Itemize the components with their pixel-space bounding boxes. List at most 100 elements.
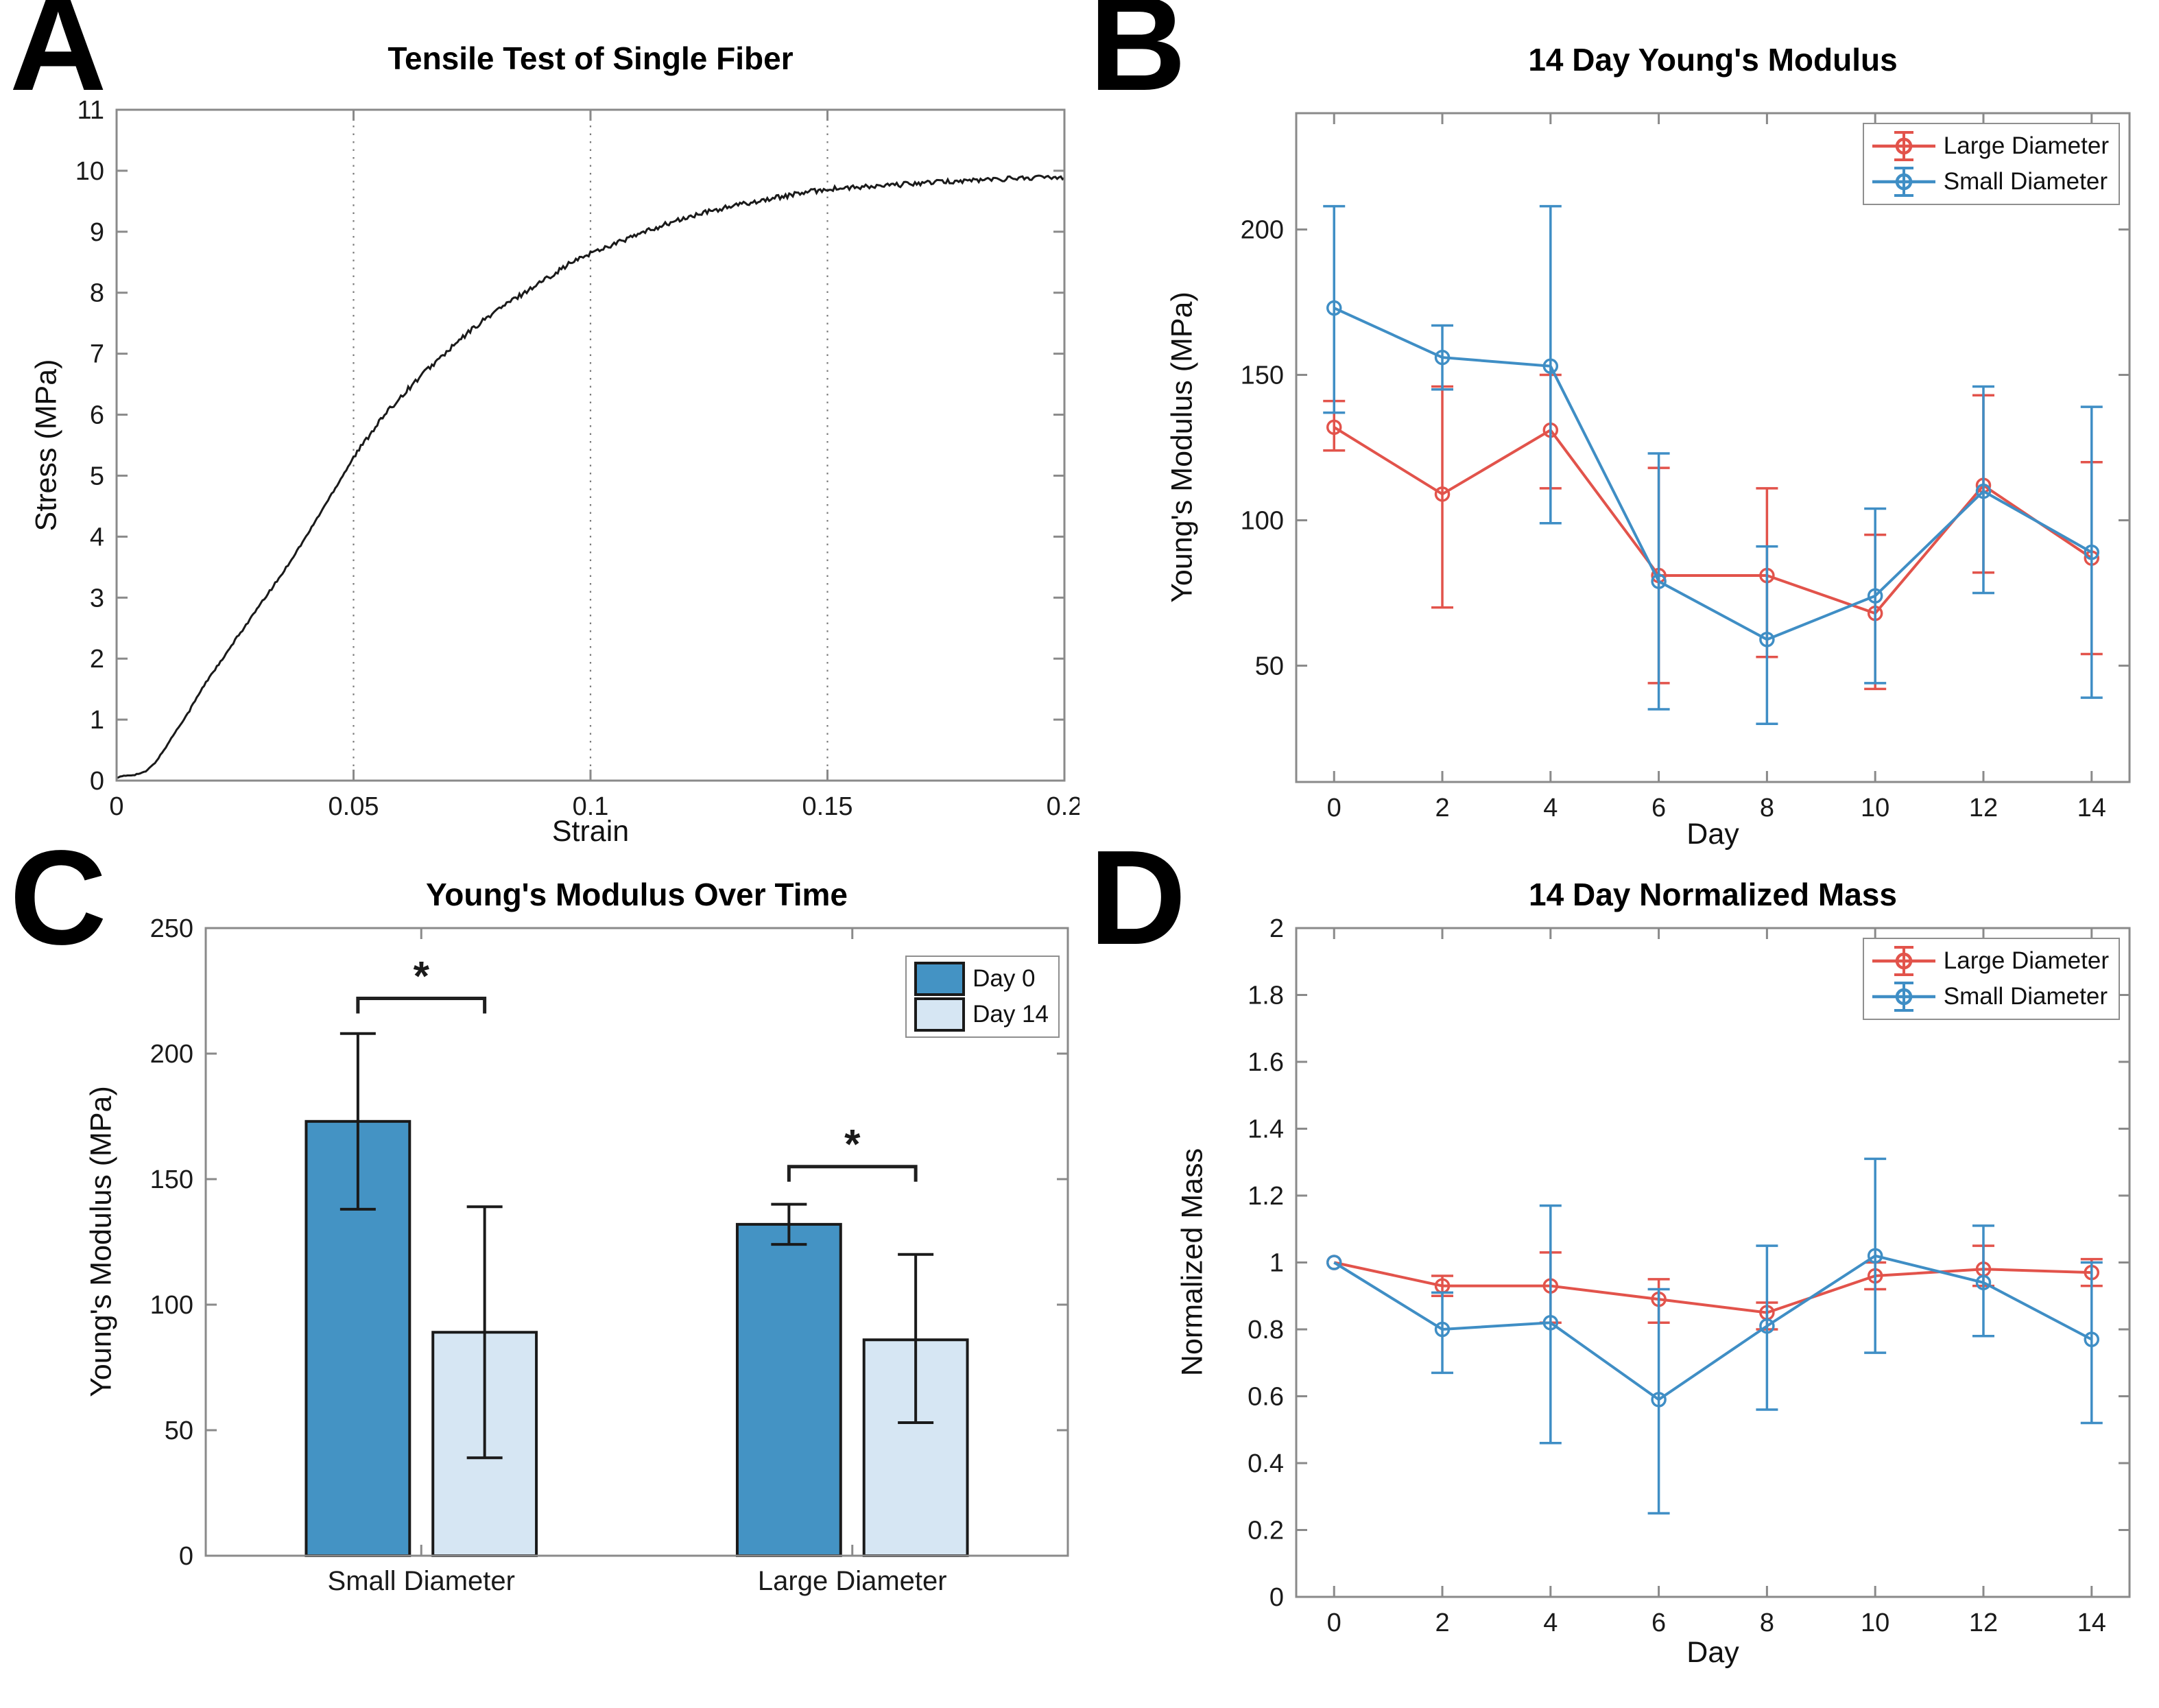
y-axis-label-youngs-modulus-c: Young's Modulus (MPa): [84, 1086, 118, 1397]
svg-text:2: 2: [1435, 794, 1449, 822]
legend-b: Large Diameter Small Diameter: [1862, 123, 2120, 205]
svg-text:6: 6: [90, 401, 104, 430]
svg-text:1.8: 1.8: [1248, 982, 1284, 1010]
panel-letter-d: D: [1089, 822, 1186, 973]
chart-title-14day-normalized-mass: 14 Day Normalized Mass: [1529, 877, 1897, 912]
svg-text:0.2: 0.2: [1248, 1517, 1284, 1545]
svg-text:8: 8: [1760, 1609, 1774, 1637]
svg-text:1.2: 1.2: [1248, 1182, 1284, 1211]
legend-item-small-diameter-b: Small Diameter: [1871, 164, 2109, 200]
svg-text:5: 5: [90, 462, 104, 490]
legend-item-day0: Day 0: [914, 961, 1049, 997]
x-axis-label-strain: Strain: [551, 815, 630, 848]
svg-text:3: 3: [90, 584, 104, 613]
day14-swatch-icon: [914, 997, 966, 1032]
svg-text:2: 2: [1269, 914, 1284, 943]
svg-text:0.05: 0.05: [329, 792, 379, 821]
svg-text:10: 10: [1861, 794, 1889, 822]
svg-text:11: 11: [77, 96, 104, 125]
svg-text:0: 0: [1327, 1609, 1341, 1637]
errorbar-marker-icon: [1871, 164, 1937, 200]
svg-text:0.1: 0.1: [573, 792, 609, 821]
svg-text:2: 2: [90, 645, 104, 674]
legend-label-day14: Day 14: [973, 1001, 1049, 1028]
svg-text:12: 12: [1969, 1609, 1998, 1637]
svg-text:150: 150: [1241, 361, 1284, 390]
legend-label-small-diameter-d: Small Diameter: [1943, 983, 2108, 1010]
panel-d: 0 2 4 6 8 10 12 14 0 0.2 0.4 0.6 0.8 1 1.2 1.4 1.6 1.8 2 D…: [1080, 831, 2159, 1708]
panel-a: 0 0.05 0.1 0.15 0.2 0 1 2 3 4 5 6 7 8 9 10 11 A Tensile …: [0, 0, 1080, 854]
svg-text:4: 4: [1543, 794, 1558, 822]
y-axis-label-stress: Stress (MPa): [29, 359, 63, 532]
legend-label-small-diameter-b: Small Diameter: [1943, 168, 2108, 195]
legend-item-large-diameter-b: Large Diameter: [1871, 128, 2109, 164]
svg-text:Small Diameter: Small Diameter: [328, 1566, 515, 1596]
svg-text:7: 7: [90, 340, 104, 369]
svg-text:4: 4: [90, 523, 104, 551]
svg-text:*: *: [844, 1122, 861, 1167]
day0-swatch-icon: [914, 961, 966, 997]
svg-text:4: 4: [1543, 1609, 1558, 1637]
svg-text:0: 0: [1327, 794, 1341, 822]
svg-text:0.6: 0.6: [1248, 1383, 1284, 1412]
svg-text:6: 6: [1651, 1609, 1666, 1637]
svg-text:14: 14: [2077, 794, 2106, 822]
svg-text:8: 8: [90, 279, 104, 308]
legend-item-small-diameter-d: Small Diameter: [1871, 979, 2109, 1015]
panel-c: * * Small Diameter Large Diameter 0 50 100 150 2…: [0, 831, 1080, 1708]
svg-text:200: 200: [150, 1040, 193, 1069]
svg-text:1.6: 1.6: [1248, 1048, 1284, 1077]
plot-area-normalized-mass: 0 2 4 6 8 10 12 14 0 0.2 0.4 0.6 0.8 1 1.2 1.4 1.6 1.8 2: [1248, 914, 2131, 1637]
chart-title-tensile-test: Tensile Test of Single Fiber: [387, 40, 794, 76]
svg-text:1: 1: [90, 706, 104, 735]
svg-text:200: 200: [1241, 216, 1284, 245]
chart-title-14day-youngs-modulus: 14 Day Young's Modulus: [1528, 42, 1898, 78]
svg-text:2: 2: [1435, 1609, 1449, 1637]
svg-text:0.15: 0.15: [802, 792, 853, 821]
x-axis-label-day-b: Day: [1686, 818, 1739, 851]
svg-text:250: 250: [150, 914, 193, 943]
svg-text:0.8: 0.8: [1248, 1316, 1284, 1344]
svg-text:Large Diameter: Large Diameter: [758, 1566, 947, 1596]
plot-area-tensile-test: 0 0.05 0.1 0.15 0.2 0 1 2 3 4 5 6 7 8 9 10 11: [75, 96, 1080, 821]
svg-text:100: 100: [1241, 506, 1284, 535]
svg-text:0.2: 0.2: [1047, 792, 1080, 821]
panel-letter-c: C: [10, 822, 107, 973]
y-axis-label-youngs-modulus-b: Young's Modulus (MPa): [1165, 292, 1199, 603]
panel-b: 0 2 4 6 8 10 12 14 50 100 150 200 B 14 Day Young's …: [1080, 0, 2159, 854]
svg-text:0: 0: [109, 792, 123, 821]
svg-text:1.4: 1.4: [1248, 1115, 1284, 1144]
svg-text:100: 100: [150, 1291, 193, 1320]
svg-text:14: 14: [2077, 1609, 2106, 1637]
svg-text:1: 1: [1269, 1249, 1284, 1278]
svg-text:9: 9: [90, 218, 104, 247]
legend-label-large-diameter-d: Large Diameter: [1943, 947, 2109, 974]
errorbar-marker-icon: [1871, 943, 1937, 979]
y-axis-label-normalized-mass: Normalized Mass: [1176, 1148, 1209, 1377]
panel-letter-b: B: [1089, 0, 1186, 119]
x-axis-label-day-d: Day: [1686, 1636, 1739, 1669]
errorbar-marker-icon: [1871, 979, 1937, 1015]
legend-c: Day 0 Day 14: [905, 956, 1060, 1038]
chart-title-youngs-modulus-over-time: Young's Modulus Over Time: [426, 877, 848, 912]
svg-text:150: 150: [150, 1165, 193, 1194]
svg-text:8: 8: [1760, 794, 1774, 822]
legend-d: Large Diameter Small Diameter: [1862, 938, 2120, 1020]
svg-text:0: 0: [90, 767, 104, 796]
svg-text:50: 50: [1255, 652, 1284, 680]
legend-label-large-diameter-b: Large Diameter: [1943, 132, 2109, 159]
svg-text:*: *: [414, 953, 430, 999]
svg-text:10: 10: [1861, 1609, 1889, 1637]
svg-text:10: 10: [75, 157, 104, 186]
svg-text:0.4: 0.4: [1248, 1449, 1284, 1478]
svg-text:0: 0: [1269, 1583, 1284, 1612]
legend-label-day0: Day 0: [973, 965, 1036, 992]
legend-item-large-diameter-d: Large Diameter: [1871, 943, 2109, 979]
errorbar-marker-icon: [1871, 128, 1937, 164]
plot-area-youngs-modulus-bars: * * Small Diameter Large Diameter 0 50 100 150 2…: [150, 914, 1069, 1596]
svg-text:6: 6: [1651, 794, 1666, 822]
panel-letter-a: A: [10, 0, 107, 119]
plot-area-youngs-modulus-time: 0 2 4 6 8 10 12 14 50 100 150 200: [1241, 112, 2131, 822]
svg-text:50: 50: [165, 1416, 193, 1445]
